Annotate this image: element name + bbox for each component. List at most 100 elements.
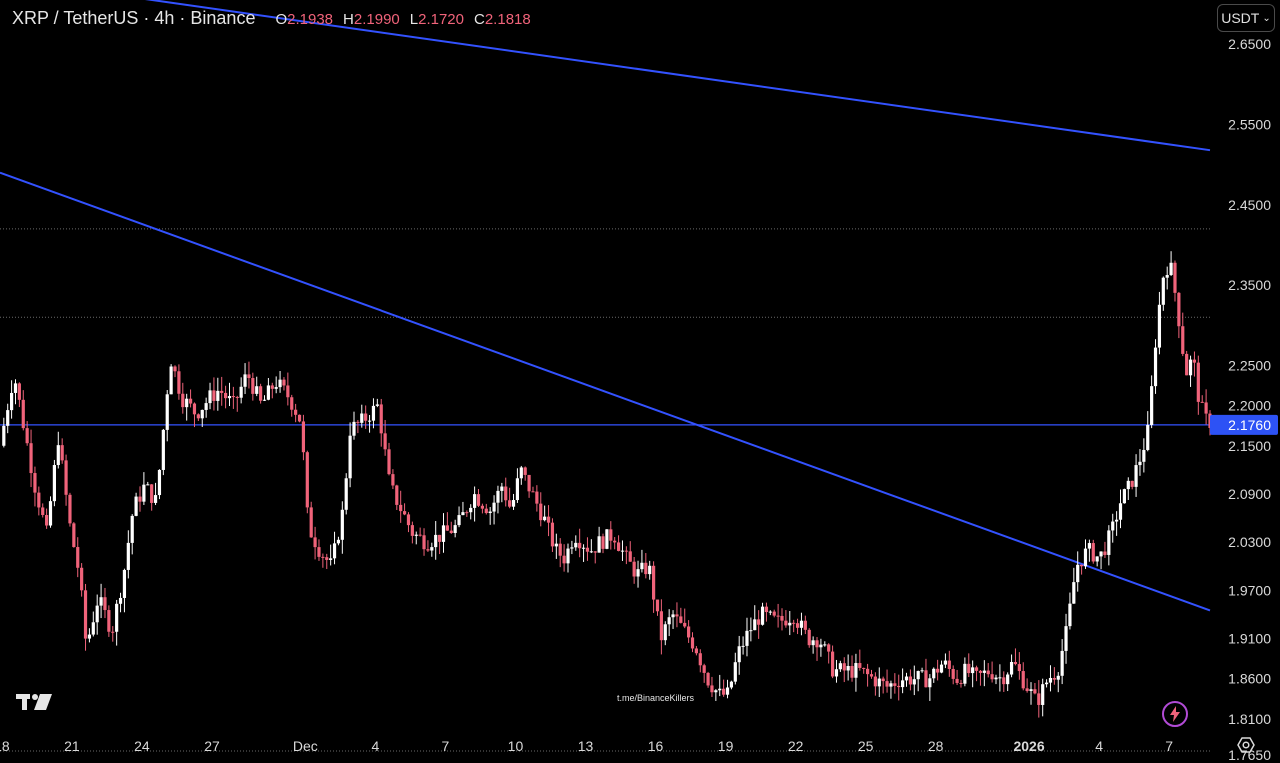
candle-down bbox=[990, 674, 994, 680]
candle-down bbox=[772, 611, 776, 616]
candle-down bbox=[624, 550, 628, 552]
candle-up bbox=[500, 486, 504, 491]
candle-up bbox=[1095, 556, 1099, 562]
x-axis-tick-label: 16 bbox=[648, 738, 664, 754]
candle-up bbox=[453, 525, 457, 533]
candle-down bbox=[107, 610, 111, 632]
candle-up bbox=[1068, 603, 1072, 627]
candle-down bbox=[60, 445, 64, 461]
close-value: 2.1818 bbox=[484, 11, 531, 28]
candle-up bbox=[2, 425, 6, 446]
candle-down bbox=[212, 390, 216, 401]
low-key: L bbox=[409, 11, 419, 28]
symbol-title[interactable]: XRP / TetherUS · 4h · Binance bbox=[12, 8, 256, 28]
candle-up bbox=[56, 445, 60, 466]
candle-up bbox=[963, 663, 967, 684]
y-axis-tick-label: 2.2500 bbox=[1228, 357, 1271, 373]
candle-up bbox=[749, 630, 753, 632]
tradingview-logo-icon[interactable] bbox=[16, 692, 52, 717]
candle-down bbox=[893, 683, 897, 686]
candle-down bbox=[959, 682, 963, 684]
candle-up bbox=[718, 688, 722, 691]
candle-down bbox=[546, 516, 551, 523]
candle-down bbox=[282, 379, 286, 386]
x-axis-tick-label: Dec bbox=[293, 738, 318, 754]
candle-down bbox=[757, 619, 761, 625]
candle-down bbox=[698, 653, 702, 666]
candle-down bbox=[437, 534, 442, 542]
candle-down bbox=[508, 500, 512, 507]
candle-up bbox=[943, 660, 948, 665]
candle-down bbox=[309, 507, 313, 538]
candle-up bbox=[1087, 543, 1091, 549]
y-axis-tick-label: 2.2000 bbox=[1228, 398, 1271, 414]
candle-down bbox=[951, 668, 955, 679]
candle-up bbox=[161, 429, 165, 470]
candle-down bbox=[402, 511, 407, 515]
candle-up bbox=[169, 366, 173, 395]
candle-down bbox=[235, 396, 239, 398]
candle-down bbox=[776, 615, 780, 617]
currency-button[interactable]: USDT ⌄ bbox=[1217, 4, 1275, 32]
candle-down bbox=[1037, 693, 1041, 705]
candle-down bbox=[710, 685, 714, 693]
candle-down bbox=[1052, 677, 1056, 680]
lightning-icon[interactable] bbox=[1161, 700, 1189, 733]
candle-down bbox=[391, 474, 395, 486]
candle-up bbox=[1064, 626, 1068, 651]
current-price-badge bbox=[1210, 414, 1278, 435]
candle-down bbox=[379, 404, 383, 434]
candle-up bbox=[1006, 674, 1010, 685]
candle-down bbox=[297, 414, 302, 422]
candle-down bbox=[356, 421, 360, 423]
candle-up bbox=[473, 494, 477, 508]
candle-down bbox=[862, 667, 866, 669]
candle-down bbox=[301, 421, 306, 453]
candle-up bbox=[998, 677, 1002, 679]
candle-down bbox=[803, 620, 807, 630]
candle-up bbox=[262, 399, 267, 401]
candle-up bbox=[753, 619, 757, 631]
current-price-label: 2.1760 bbox=[1228, 417, 1271, 433]
candle-up bbox=[854, 663, 858, 678]
candle-down bbox=[593, 551, 597, 553]
candle-up bbox=[336, 539, 341, 544]
candle-up bbox=[667, 617, 671, 625]
candle-down bbox=[17, 383, 21, 400]
candle-up bbox=[461, 512, 465, 516]
candle-down bbox=[173, 366, 177, 372]
candle-down bbox=[842, 663, 846, 671]
candle-up bbox=[1099, 551, 1103, 557]
candle-down bbox=[103, 597, 107, 611]
candle-up bbox=[1029, 689, 1033, 691]
candle-up bbox=[1083, 548, 1088, 567]
candle-down bbox=[41, 507, 45, 515]
candle-up bbox=[932, 668, 936, 679]
candle-up bbox=[492, 502, 496, 512]
candle-down bbox=[29, 443, 33, 474]
candle-down bbox=[792, 622, 796, 624]
candle-up bbox=[434, 534, 438, 548]
settings-gear-icon[interactable] bbox=[1237, 736, 1255, 759]
candle-down bbox=[539, 503, 543, 521]
candle-down bbox=[72, 523, 76, 548]
candle-up bbox=[414, 534, 418, 536]
candle-up bbox=[1134, 465, 1138, 487]
candle-down bbox=[679, 616, 683, 623]
candle-down bbox=[1021, 671, 1025, 689]
candle-down bbox=[1002, 677, 1006, 685]
y-axis-tick-label: 1.7650 bbox=[1228, 747, 1271, 763]
candle-down bbox=[387, 449, 391, 475]
candle-down bbox=[1173, 262, 1177, 293]
y-axis-tick-label: 2.4500 bbox=[1228, 197, 1271, 213]
candle-down bbox=[1192, 359, 1197, 363]
candle-down bbox=[418, 534, 422, 536]
chevron-down-icon: ⌄ bbox=[1262, 12, 1271, 24]
x-axis-tick-label: 10 bbox=[508, 738, 524, 754]
candle-up bbox=[352, 421, 356, 436]
trendline bbox=[144, 0, 1211, 152]
candle-up bbox=[274, 387, 278, 389]
candle-up bbox=[344, 478, 348, 510]
candle-down bbox=[45, 515, 49, 526]
